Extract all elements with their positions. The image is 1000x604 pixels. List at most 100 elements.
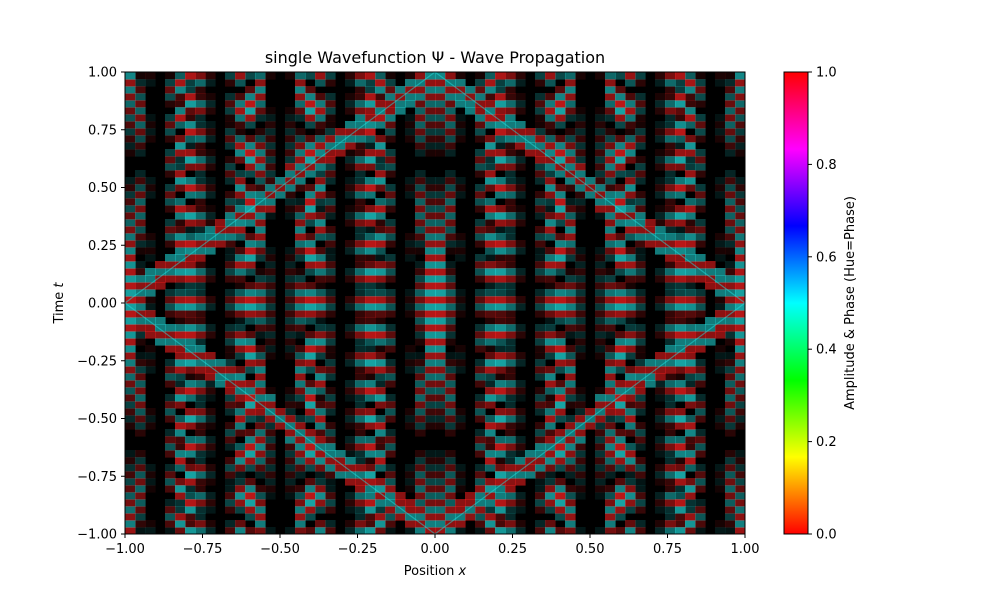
heatmap-cell (425, 93, 436, 101)
heatmap-cell (285, 457, 296, 465)
heatmap-cell (655, 506, 666, 514)
heatmap-cell (285, 324, 296, 332)
heatmap-cell (605, 149, 616, 157)
heatmap-cell (545, 247, 556, 255)
heatmap-cell (305, 527, 316, 534)
heatmap-cell (325, 520, 336, 528)
heatmap-cell (195, 513, 206, 521)
heatmap-cell (485, 177, 496, 185)
heatmap-cell (735, 247, 745, 255)
heatmap-cell (515, 415, 526, 423)
heatmap-cell (125, 457, 136, 465)
heatmap-cell (365, 212, 376, 220)
colorbar-tick-label: 0.4 (816, 343, 837, 358)
heatmap-cell (555, 429, 566, 437)
heatmap-cell (445, 478, 456, 486)
heatmap-cell (175, 443, 186, 451)
heatmap-cell (635, 268, 646, 276)
heatmap-cell (685, 352, 696, 360)
heatmap-cell (315, 149, 326, 157)
heatmap-cell (665, 338, 676, 346)
heatmap-cell (675, 450, 686, 458)
heatmap-cell (385, 219, 396, 227)
heatmap-cell (305, 310, 316, 318)
heatmap-cell (535, 506, 546, 514)
heatmap-cell (665, 289, 676, 297)
heatmap-cell (675, 289, 686, 297)
heatmap-cell (605, 506, 616, 514)
heatmap-cell (225, 100, 236, 108)
heatmap-cell (615, 198, 626, 206)
heatmap-cell (315, 464, 326, 472)
heatmap-cell (525, 464, 536, 472)
heatmap-cell (675, 303, 686, 311)
heatmap-cell (695, 233, 706, 241)
heatmap-cell (725, 464, 736, 472)
x-axis-label-var: x (458, 564, 467, 579)
heatmap-cell (425, 86, 436, 94)
heatmap-cell (415, 205, 426, 213)
heatmap-cell (495, 86, 506, 94)
heatmap-cell (265, 135, 276, 143)
heatmap-cell (235, 198, 246, 206)
y-axis-label-text: Time (52, 292, 67, 325)
heatmap-cell (165, 429, 176, 437)
heatmap-cell (385, 310, 396, 318)
heatmap-cell (225, 79, 236, 87)
heatmap-cell (185, 142, 196, 150)
heatmap-cell (125, 233, 136, 241)
heatmap-cell (145, 268, 156, 276)
heatmap-cell (265, 72, 276, 80)
heatmap-cell (195, 254, 206, 262)
heatmap-cell (255, 79, 266, 87)
heatmap-cell (485, 135, 496, 143)
heatmap-cell (315, 268, 326, 276)
heatmap-cell (655, 240, 666, 248)
heatmap-cell (595, 485, 606, 493)
heatmap-cell (325, 114, 336, 122)
heatmap-cell (125, 338, 136, 346)
heatmap-cell (315, 429, 326, 437)
heatmap-cell (235, 275, 246, 283)
heatmap-cell (595, 135, 606, 143)
heatmap-cell (125, 128, 136, 136)
heatmap-cell (395, 86, 406, 94)
heatmap-cell (415, 93, 426, 101)
heatmap-cell (575, 478, 586, 486)
heatmap-cell (305, 100, 316, 108)
heatmap-cell (195, 429, 206, 437)
heatmap-cell (375, 205, 386, 213)
heatmap-cell (555, 485, 566, 493)
heatmap-cell (485, 345, 496, 353)
heatmap-cell (625, 331, 636, 339)
heatmap-cell (195, 142, 206, 150)
heatmap-cell (505, 72, 516, 80)
heatmap-cell (265, 296, 276, 304)
heatmap-cell (495, 520, 506, 528)
heatmap-cell (435, 212, 446, 220)
heatmap-cell (205, 135, 216, 143)
heatmap-cell (475, 128, 486, 136)
heatmap-cell (175, 107, 186, 115)
heatmap-cell (535, 79, 546, 87)
heatmap-cell (735, 352, 745, 360)
heatmap-cell (385, 527, 396, 534)
heatmap-cell (255, 142, 266, 150)
heatmap-cell (535, 156, 546, 164)
heatmap-cell (605, 352, 616, 360)
heatmap-cell (695, 296, 706, 304)
heatmap-cell (705, 338, 716, 346)
heatmap-cell (695, 240, 706, 248)
heatmap-cell (145, 254, 156, 262)
heatmap-cell (375, 359, 386, 367)
heatmap-cell (285, 282, 296, 290)
heatmap-cell (425, 506, 436, 514)
heatmap-cell (495, 191, 506, 199)
heatmap-cell (355, 310, 366, 318)
heatmap-cell (525, 471, 536, 479)
heatmap-cell (195, 478, 206, 486)
heatmap-cell (415, 415, 426, 423)
heatmap-cell (655, 149, 666, 157)
heatmap-cell (625, 275, 636, 283)
heatmap-cell (485, 520, 496, 528)
